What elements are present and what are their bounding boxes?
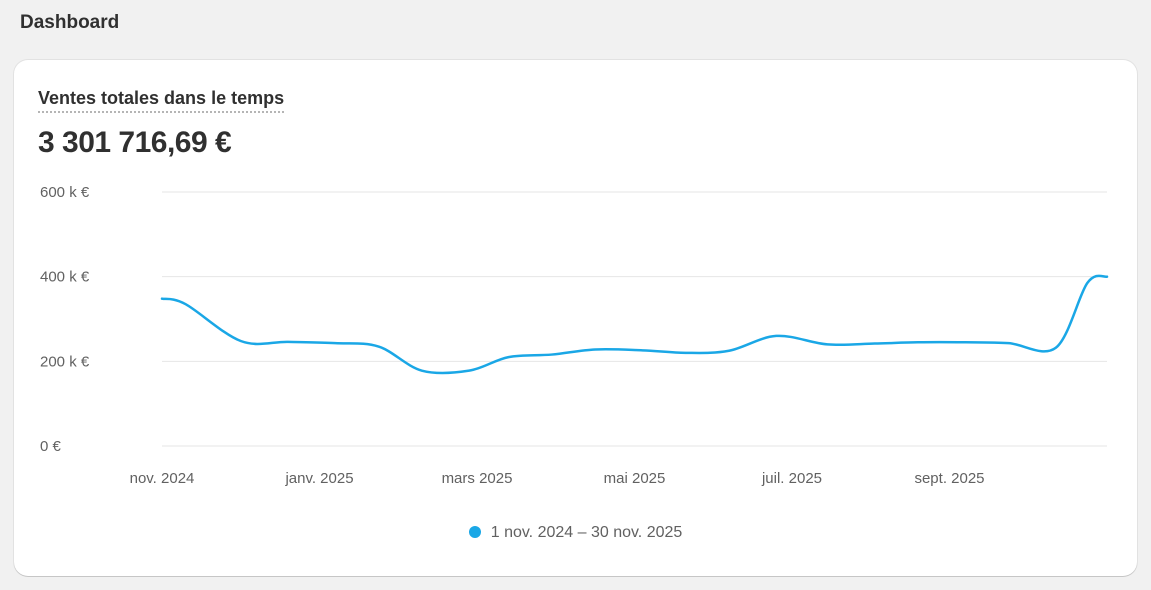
y-tick-label: 0 € (40, 438, 62, 455)
y-tick-label: 200 k € (40, 353, 90, 370)
x-tick-label: juil. 2025 (761, 470, 822, 487)
x-tick-label: sept. 2025 (914, 470, 984, 487)
x-tick-label: janv. 2025 (284, 470, 353, 487)
page-title: Dashboard (20, 12, 120, 33)
legend-dot-icon (468, 526, 481, 538)
x-tick-label: nov. 2024 (130, 470, 195, 487)
sales-line-chart: 0 € 200 k € 400 k € 600 k € nov. 2024 janv. 2… (40, 184, 1109, 487)
y-tick-label: 400 k € (40, 269, 90, 286)
chart-legend: 1 nov. 2024 – 30 nov. 2025 (14, 524, 1137, 542)
legend-label: 1 nov. 2024 – 30 nov. 2025 (490, 524, 683, 541)
y-tick-label: 600 k € (40, 184, 90, 201)
x-tick-label: mars 2025 (442, 470, 513, 487)
card-title[interactable]: Ventes totales dans le temps (38, 88, 285, 113)
sales-over-time-card: Ventes totales dans le temps 3 301 716,6… (14, 60, 1137, 576)
total-sales-value: 3 301 716,69 € (38, 126, 232, 159)
series-line (160, 274, 1109, 375)
x-tick-label: mai 2025 (604, 470, 666, 487)
